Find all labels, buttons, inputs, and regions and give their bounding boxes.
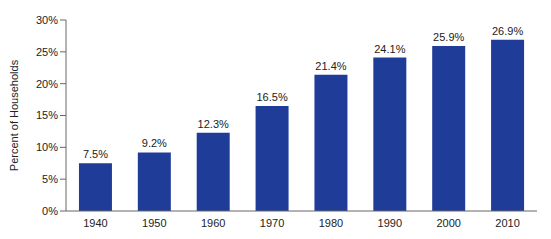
svg-text:7.5%: 7.5%	[83, 148, 108, 160]
svg-text:1940: 1940	[83, 217, 107, 229]
svg-text:26.9%: 26.9%	[492, 25, 523, 37]
svg-text:15%: 15%	[36, 109, 58, 121]
svg-text:20%: 20%	[36, 78, 58, 90]
svg-text:1980: 1980	[319, 217, 343, 229]
svg-text:0%: 0%	[42, 205, 58, 217]
svg-text:5%: 5%	[42, 173, 58, 185]
svg-text:21.4%: 21.4%	[315, 60, 346, 72]
svg-text:1950: 1950	[142, 217, 166, 229]
svg-text:Percent of Households: Percent of Households	[8, 59, 20, 171]
svg-text:12.3%: 12.3%	[198, 118, 229, 130]
svg-text:2000: 2000	[436, 217, 460, 229]
svg-text:9.2%: 9.2%	[142, 137, 167, 149]
svg-text:10%: 10%	[36, 141, 58, 153]
svg-text:2010: 2010	[495, 217, 519, 229]
svg-text:24.1%: 24.1%	[374, 43, 405, 55]
svg-text:16.5%: 16.5%	[256, 91, 287, 103]
svg-text:25.9%: 25.9%	[433, 31, 464, 43]
svg-text:1960: 1960	[201, 217, 225, 229]
svg-text:25%: 25%	[36, 46, 58, 58]
svg-text:1970: 1970	[260, 217, 284, 229]
svg-text:1990: 1990	[378, 217, 402, 229]
svg-text:30%: 30%	[36, 14, 58, 26]
